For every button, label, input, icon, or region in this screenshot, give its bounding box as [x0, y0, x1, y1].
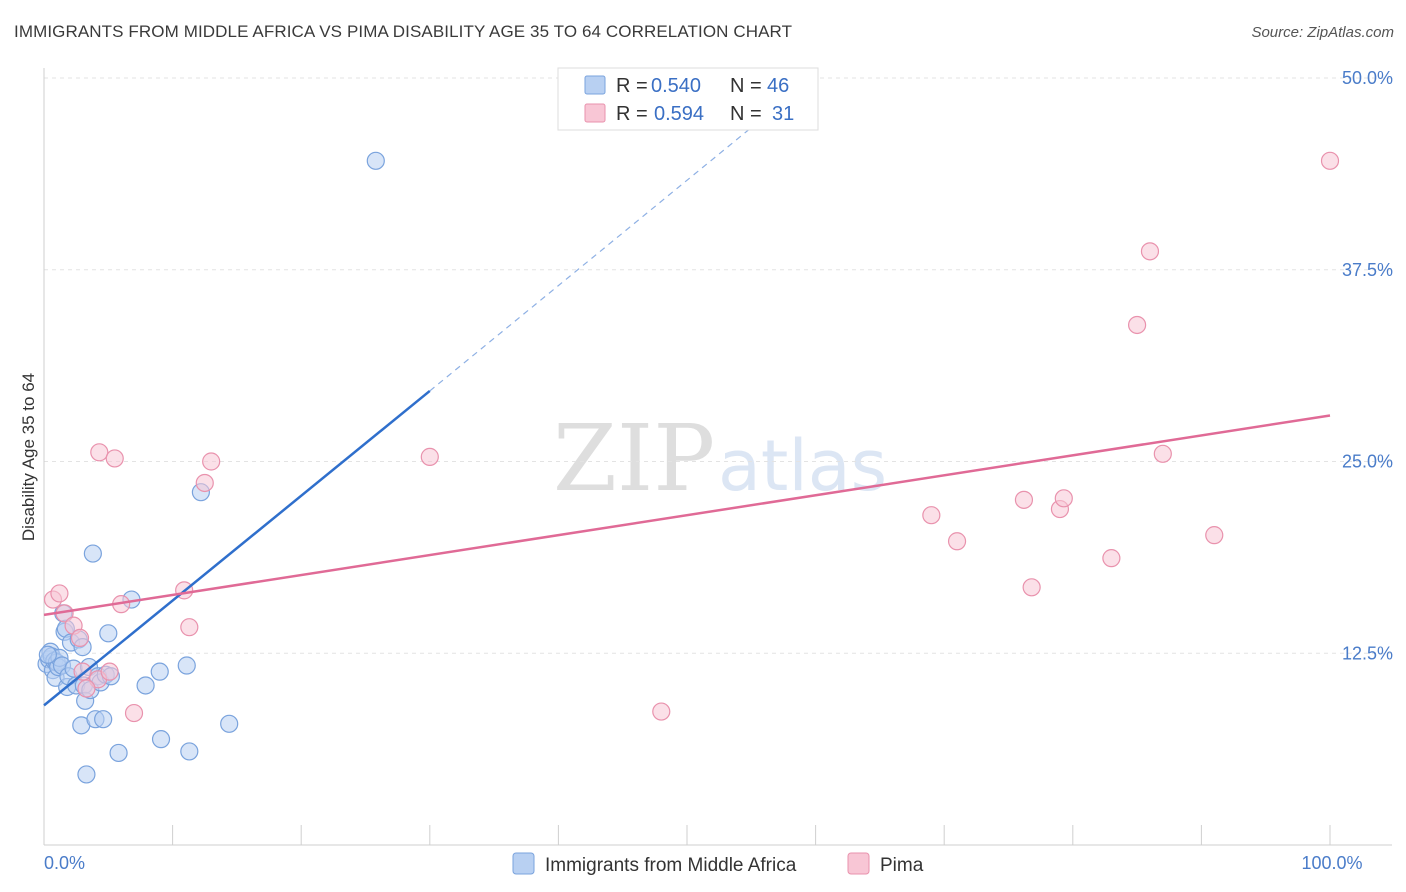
bottom-legend-swatch-pink: [847, 852, 870, 875]
legend-r-label-1: R =: [616, 75, 648, 97]
x-tick-label-1: 100.0%: [1301, 853, 1362, 873]
gridlines: [44, 77, 1392, 654]
pima-point-30: [77, 679, 96, 698]
bottom-legend-label-pink: Pima: [880, 855, 924, 876]
legend-r-value-2: 0.594: [654, 103, 704, 125]
pima-point-7: [90, 443, 109, 462]
pima-point-18: [922, 506, 941, 525]
legend-n-value-2: 31: [772, 103, 794, 125]
pima-point-14: [195, 473, 214, 493]
axes: [43, 68, 1392, 846]
pima-point-23: [1054, 489, 1073, 508]
legend-swatch-blue: [584, 75, 606, 95]
middle-africa-point-37: [136, 676, 155, 695]
trend-line-middle-africa: [43, 389, 431, 707]
pima-point-13: [180, 618, 199, 637]
y-axis-label: Disability Age 35 to 64: [19, 373, 38, 541]
x-axis-ticks: [172, 825, 1331, 845]
trend-line-pima: [43, 414, 1331, 617]
x-tick-label-0: 0.0%: [44, 853, 85, 873]
middle-africa-point-44: [366, 151, 385, 170]
middle-africa-point-45: [38, 645, 57, 664]
pima-point-16: [420, 447, 439, 466]
trend-lines: [43, 74, 1331, 707]
pima-point-1: [50, 584, 69, 603]
pima-point-11: [124, 703, 144, 723]
x-axis-tick-labels: 0.0% 100.0%: [44, 853, 1363, 873]
watermark: ZIP atlas: [553, 405, 887, 512]
middle-africa-point-24: [77, 765, 96, 784]
middle-africa-point-40: [177, 656, 196, 675]
y-tick-label-3: 50.0%: [1342, 68, 1393, 88]
legend-n-value-1: 46: [767, 75, 789, 97]
middle-africa-point-43: [220, 714, 239, 733]
y-axis-tick-labels: 12.5% 25.0% 37.5% 50.0%: [1342, 68, 1393, 663]
y-tick-label-0: 12.5%: [1342, 643, 1393, 663]
pima-point-27: [1153, 444, 1172, 463]
legend-swatch-pink: [584, 103, 606, 123]
pima-point-28: [1205, 526, 1224, 545]
chart-title: IMMIGRANTS FROM MIDDLE AFRICA VS PIMA DI…: [14, 22, 793, 41]
pima-point-21: [1022, 578, 1041, 597]
pima-point-9: [105, 449, 124, 468]
series-middle-africa-points: [37, 151, 385, 784]
legend-box: R = 0.540 N = 46 R = 0.594 N = 31: [557, 67, 819, 131]
legend-n-label-1: N =: [730, 75, 762, 97]
watermark-atlas: atlas: [718, 425, 887, 507]
middle-africa-point-38: [150, 662, 169, 681]
pima-point-24: [1102, 549, 1121, 568]
middle-africa-point-39: [151, 730, 171, 749]
middle-africa-point-33: [99, 624, 118, 643]
legend-n-label-2: N =: [730, 103, 762, 125]
pima-point-19: [947, 532, 967, 551]
legend-r-label-2: R =: [616, 103, 648, 125]
watermark-zip: ZIP: [553, 405, 715, 512]
pima-point-26: [1140, 242, 1160, 261]
bottom-legend-swatch-blue: [512, 852, 535, 875]
pima-point-17: [652, 702, 671, 721]
middle-africa-point-35: [109, 743, 128, 763]
middle-africa-point-27: [83, 544, 102, 563]
pima-point-25: [1127, 315, 1147, 335]
y-tick-label-1: 25.0%: [1342, 452, 1393, 472]
bottom-legend: Immigrants from Middle Africa Pima: [512, 852, 924, 876]
pima-point-15: [202, 452, 221, 471]
source-credit: Source: ZipAtlas.com: [1251, 24, 1394, 41]
middle-africa-point-31: [94, 710, 113, 729]
pima-point-20: [1014, 490, 1034, 509]
y-tick-label-2: 37.5%: [1342, 260, 1393, 280]
pima-point-29: [1320, 151, 1340, 170]
pima-point-4: [70, 628, 90, 648]
bottom-legend-label-blue: Immigrants from Middle Africa: [545, 855, 797, 876]
legend-r-value-1: 0.540: [651, 75, 701, 97]
middle-africa-point-41: [180, 742, 199, 761]
pima-point-8: [100, 662, 119, 681]
